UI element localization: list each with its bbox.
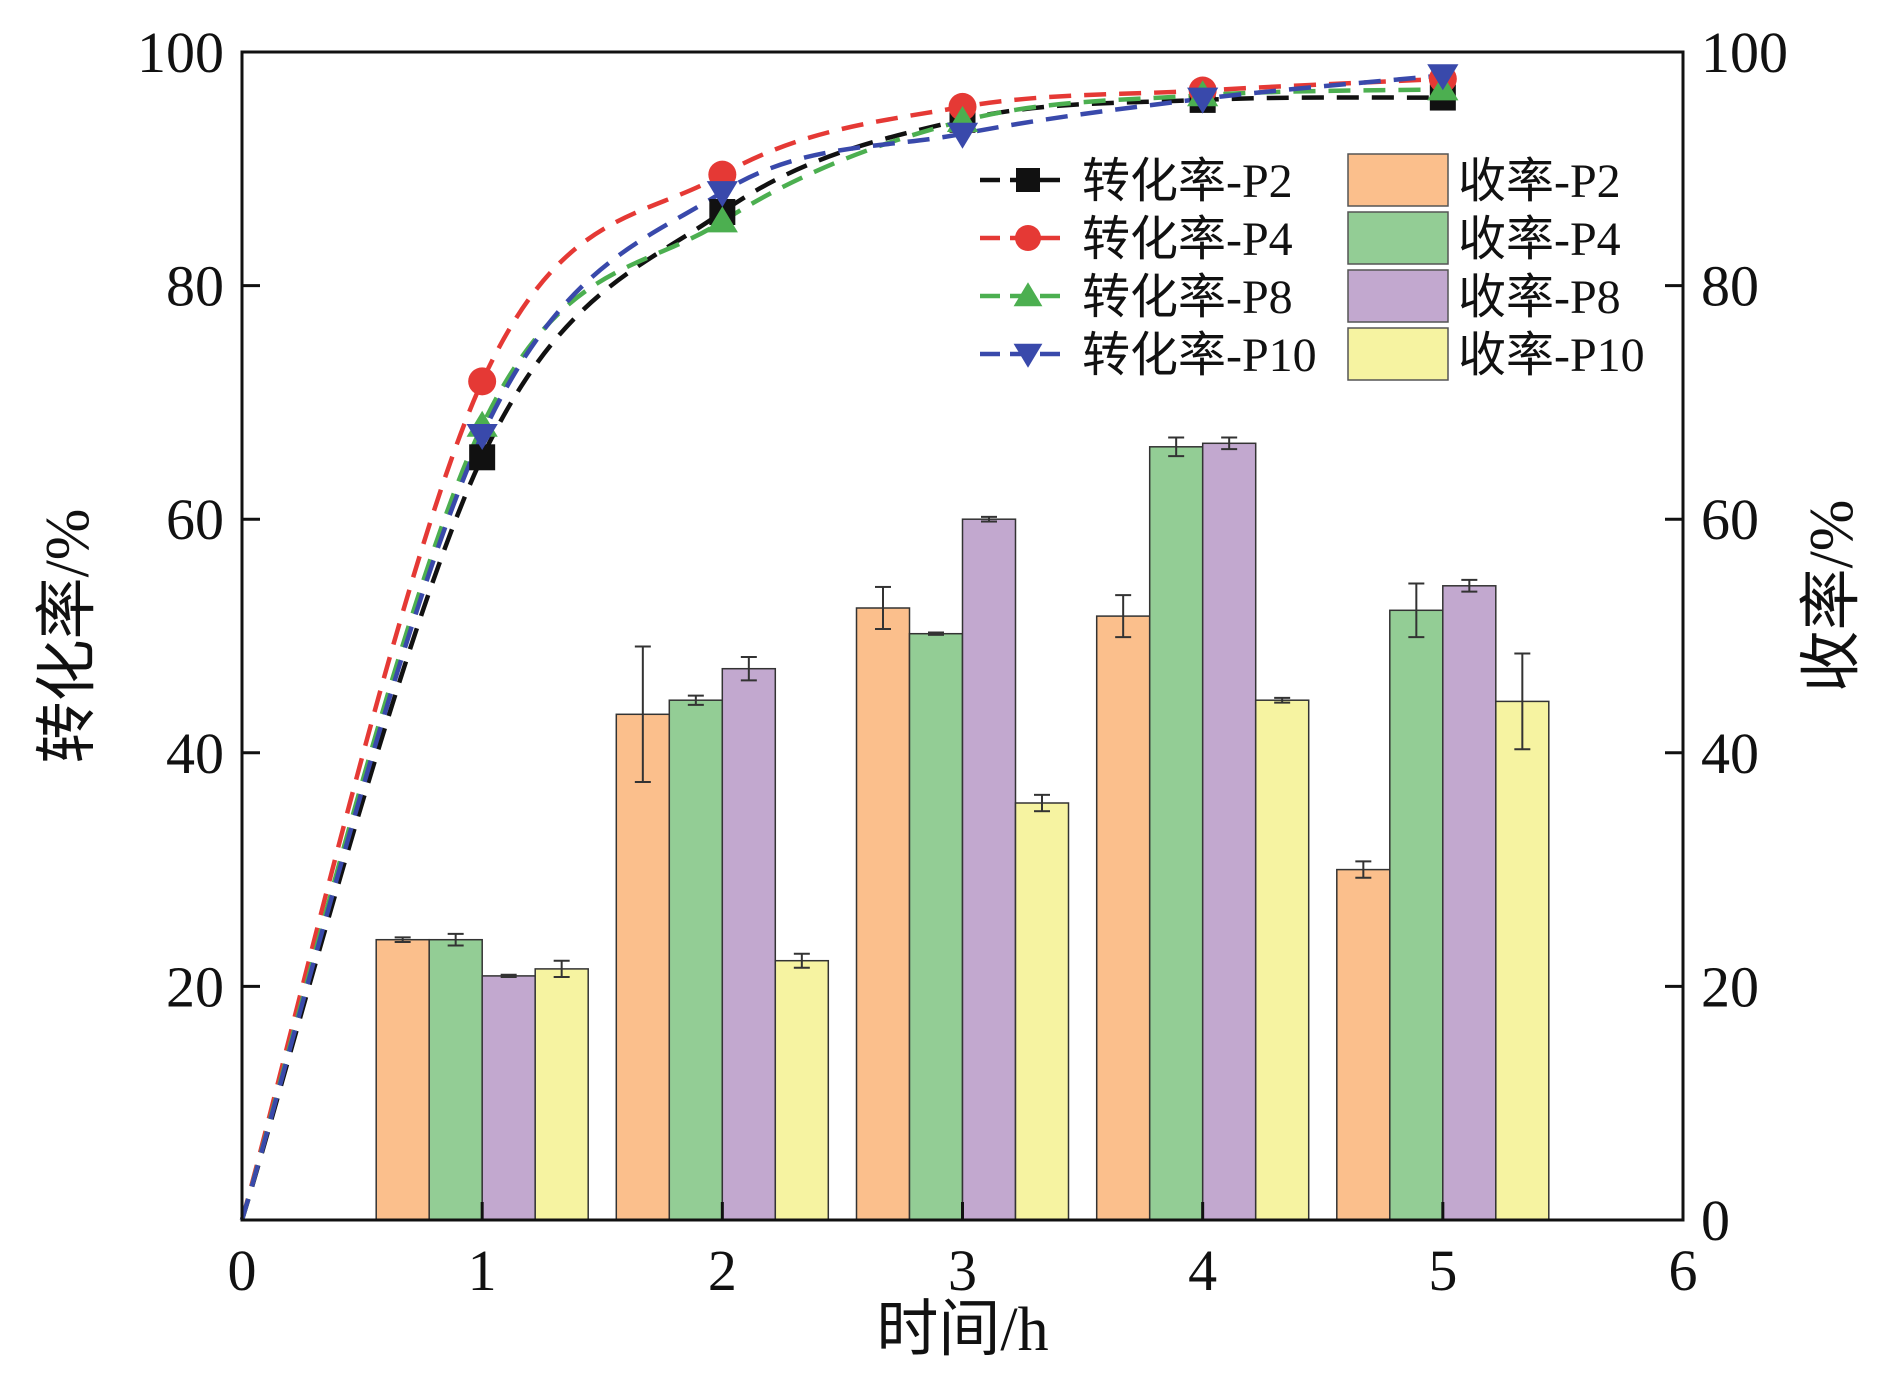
error-bar — [500, 973, 517, 979]
marker-square — [1016, 168, 1040, 192]
error-bar — [928, 631, 944, 636]
left-y-tick-label: 80 — [166, 254, 224, 319]
error-bar — [634, 645, 651, 783]
bar — [1148, 446, 1204, 1221]
legend-item-line: 转化率-P8 — [980, 271, 1293, 324]
bar — [855, 607, 911, 1221]
marker-triangle-down — [1427, 64, 1459, 91]
bar — [1442, 585, 1497, 1221]
marker-triangle-down — [466, 424, 498, 451]
right-y-tick-label: 80 — [1701, 254, 1759, 319]
markers-layer — [466, 64, 1459, 471]
marker-triangle-down — [946, 122, 979, 149]
error-bar — [1168, 436, 1185, 458]
legend-item-line: 转化率-P2 — [980, 155, 1293, 208]
legend-item-bar: 收率-P2 — [1347, 153, 1621, 208]
x-tick-label: 1 — [468, 1238, 497, 1303]
axes-layer: 0 1 2 3 4 5 6 20 40 60 80 100 0 20 40 60 80 100 — [137, 20, 1788, 1303]
legend-item-line: 转化率-P10 — [980, 329, 1317, 382]
right-y-tick-label: 0 — [1701, 1188, 1730, 1253]
marker-triangle-up — [706, 206, 738, 233]
legend-label: 转化率-P10 — [1082, 329, 1317, 382]
marker-circle — [468, 367, 497, 396]
bar — [534, 968, 589, 1221]
legend-label: 收率-P10 — [1458, 329, 1645, 382]
left-y-axis-title: 转化率/% — [34, 509, 102, 764]
bar — [481, 975, 536, 1221]
left-y-tick-label: 20 — [166, 954, 224, 1019]
legend-bar-swatch — [1347, 153, 1449, 207]
error-bar — [1221, 436, 1238, 451]
left-y-tick-label: 100 — [137, 20, 224, 85]
legend-item-line: 转化率-P4 — [980, 213, 1293, 266]
x-tick-label: 6 — [1669, 1238, 1698, 1303]
bar — [908, 632, 964, 1221]
bar — [428, 938, 483, 1221]
right-y-tick-label: 20 — [1701, 954, 1759, 1019]
error-bar — [1355, 860, 1372, 879]
error-bar — [981, 515, 997, 523]
legend-item-bar: 收率-P4 — [1347, 211, 1621, 266]
error-bar — [1274, 696, 1291, 704]
bar — [1336, 868, 1391, 1221]
marker-triangle-down — [706, 181, 738, 208]
bar — [375, 938, 430, 1221]
legend-bar-swatch — [1347, 269, 1449, 323]
left-y-tick-label: 40 — [166, 721, 224, 786]
left-y-tick-label: 60 — [166, 487, 224, 552]
error-bar — [447, 932, 464, 947]
legend-label: 转化率-P4 — [1082, 213, 1293, 266]
bars-layer — [375, 442, 1550, 1221]
error-bar — [687, 694, 704, 706]
marker-triangle-down — [1187, 87, 1219, 114]
legend-item-bar: 收率-P10 — [1347, 327, 1645, 382]
error-bar — [740, 656, 757, 682]
error-bar — [553, 959, 570, 979]
legend-label: 转化率-P2 — [1082, 155, 1293, 208]
x-tick-label: 2 — [708, 1238, 737, 1303]
bar — [961, 518, 1017, 1221]
error-bar — [875, 585, 891, 630]
x-tick-label: 3 — [948, 1238, 977, 1303]
bar — [668, 699, 724, 1221]
marker-triangle-up — [1013, 282, 1043, 307]
legend-bar-swatch — [1347, 211, 1449, 265]
bar — [774, 959, 830, 1221]
error-bar — [394, 936, 411, 944]
x-axis-title: 时间/h — [876, 1296, 1048, 1364]
x-tick-label: 5 — [1428, 1238, 1457, 1303]
legend-label: 收率-P4 — [1458, 213, 1621, 266]
legend-label: 收率-P8 — [1458, 271, 1621, 324]
legend-label: 收率-P2 — [1458, 155, 1621, 208]
bar — [615, 713, 671, 1221]
right-y-axis-title: 收率/% — [1798, 500, 1866, 693]
error-bar — [1514, 652, 1531, 751]
error-bar — [1408, 582, 1425, 639]
error-bar — [1115, 594, 1132, 639]
bar — [1201, 442, 1257, 1221]
bar — [1095, 615, 1151, 1221]
x-tick-label: 0 — [228, 1238, 257, 1303]
legend-label: 转化率-P8 — [1082, 271, 1293, 324]
bar — [1389, 609, 1444, 1221]
bar — [1254, 699, 1310, 1221]
error-bars-layer — [394, 436, 1531, 979]
right-y-tick-label: 40 — [1701, 721, 1759, 786]
error-bar — [1461, 578, 1478, 593]
error-bar — [793, 952, 810, 969]
bar — [721, 667, 777, 1221]
error-bar — [1034, 793, 1050, 813]
legend-bar-swatch — [1347, 327, 1449, 381]
right-y-tick-label: 60 — [1701, 487, 1759, 552]
x-tick-label: 4 — [1188, 1238, 1217, 1303]
bar — [1014, 802, 1070, 1221]
marker-triangle-down — [1013, 343, 1043, 368]
marker-circle — [1015, 225, 1041, 251]
legend-item-bar: 收率-P8 — [1347, 269, 1621, 324]
bar — [1495, 700, 1550, 1221]
right-y-tick-label: 100 — [1701, 20, 1788, 85]
